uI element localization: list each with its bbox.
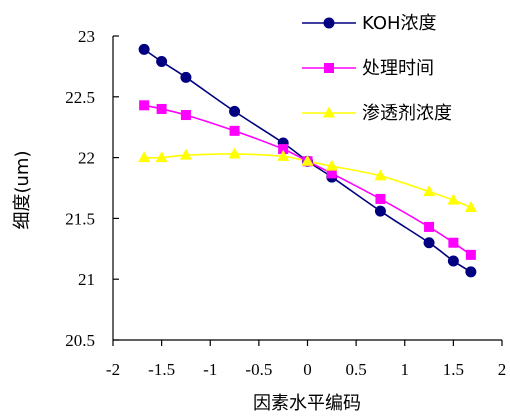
data-point-series-3 <box>325 159 338 171</box>
data-point-series-2 <box>326 168 337 179</box>
x-tick-label: -1.5 <box>148 360 175 379</box>
data-point-series-3 <box>228 147 241 159</box>
y-axis-title: 细度(um) <box>12 151 33 230</box>
x-axis-ticks: -2 -1.5 -1 -0.5 0 0.5 1 1.5 2 <box>106 340 506 379</box>
x-tick-label: -2 <box>106 360 120 379</box>
x-tick-label: -1 <box>203 360 217 379</box>
x-tick-label: 1 <box>401 360 410 379</box>
legend-label: 处理时间 <box>362 58 434 79</box>
data-point-series-1 <box>465 266 477 278</box>
x-tick-label: 0 <box>303 360 312 379</box>
legend-item-2: 处理时间 <box>302 58 434 79</box>
data-point-series-2 <box>448 237 459 248</box>
legend-item-1: KOH浓度 <box>302 13 437 34</box>
data-point-series-2 <box>424 221 435 232</box>
data-point-series-3 <box>277 149 290 161</box>
x-tick-label: -0.5 <box>245 360 272 379</box>
data-point-series-2 <box>139 100 150 111</box>
legend-marker <box>323 17 335 29</box>
data-point-series-3 <box>423 185 436 197</box>
y-tick-label: 23 <box>78 27 95 46</box>
series-line-2 <box>143 104 472 256</box>
data-point-series-1 <box>156 56 168 68</box>
data-point-series-3 <box>447 193 460 205</box>
series-markers <box>138 43 477 278</box>
x-tick-label: 1.5 <box>443 360 464 379</box>
data-point-series-2 <box>278 144 289 155</box>
data-point-series-1 <box>423 237 435 249</box>
data-point-series-2 <box>180 110 191 121</box>
axes <box>112 36 502 341</box>
x-tick-label: 2 <box>498 360 507 379</box>
x-tick-label: 0.5 <box>346 360 367 379</box>
y-tick-label: 20.5 <box>65 331 95 350</box>
data-point-series-1 <box>229 105 241 117</box>
data-point-series-3 <box>155 151 168 163</box>
legend-label: KOH浓度 <box>362 13 437 34</box>
y-axis-ticks: 20.5 21 21.5 22 22.5 23 <box>65 27 119 350</box>
y-tick-label: 22 <box>78 149 95 168</box>
data-point-series-3 <box>138 151 151 163</box>
y-tick-label: 21.5 <box>65 209 95 228</box>
data-point-series-1 <box>180 71 192 83</box>
data-point-series-1 <box>374 205 386 217</box>
data-point-series-3 <box>301 154 314 166</box>
data-point-series-2 <box>156 103 167 114</box>
y-tick-label: 22.5 <box>65 88 95 107</box>
x-axis-title: 因素水平编码 <box>253 393 361 414</box>
legend-marker <box>324 63 334 73</box>
data-point-series-3 <box>179 148 192 160</box>
data-point-series-3 <box>374 169 387 181</box>
data-point-series-2 <box>465 249 476 260</box>
data-point-series-2 <box>229 125 240 136</box>
data-point-series-1 <box>447 255 459 267</box>
legend-label: 渗透剂浓度 <box>362 103 452 124</box>
data-point-series-3 <box>464 200 477 212</box>
legend-item-3: 渗透剂浓度 <box>302 103 452 124</box>
data-point-series-1 <box>138 43 150 55</box>
data-point-series-2 <box>375 193 386 204</box>
legend-marker <box>323 106 335 118</box>
y-tick-label: 21 <box>78 270 95 289</box>
